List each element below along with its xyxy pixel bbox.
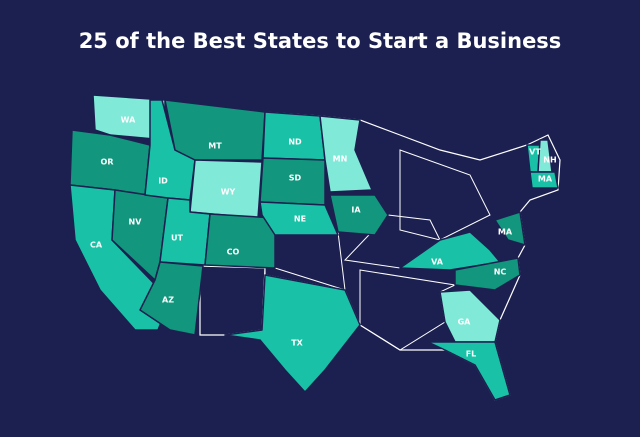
state-label: TX [291, 339, 303, 348]
state-nd [262, 111, 326, 161]
state-label: NH [543, 156, 556, 165]
state-label: SD [289, 174, 302, 183]
state-label: NE [294, 215, 306, 224]
states [69, 94, 559, 401]
state-va [399, 231, 501, 271]
state-label: MN [333, 155, 348, 164]
state-labels: WA OR ID MT ND SD MN WY NE IA NV UT CO C… [90, 116, 557, 359]
state-mn [319, 115, 373, 193]
state-label: ND [288, 138, 302, 147]
state-label: IA [351, 206, 361, 215]
state-label: ID [158, 177, 168, 186]
state-label: CO [227, 248, 240, 257]
state-label: VT [529, 148, 541, 157]
state-mt [164, 99, 266, 161]
state-tx [224, 274, 361, 393]
title: 25 of the Best States to Start a Busines… [79, 29, 562, 53]
state-ne [259, 201, 339, 236]
state-label: NC [494, 268, 507, 277]
state-label: MA [498, 228, 513, 237]
state-az [139, 261, 204, 336]
state-label: VA [431, 258, 444, 267]
state-label: OR [101, 158, 114, 167]
state-label: MT [208, 142, 222, 151]
state-wa [92, 94, 166, 141]
state-ma [529, 171, 559, 189]
state-ia [329, 194, 389, 236]
state-nc [454, 257, 521, 291]
state-label: GA [458, 318, 472, 327]
state-label: WY [221, 188, 236, 197]
state-label: NV [129, 218, 143, 227]
state-co [204, 213, 276, 269]
state-label: WA [121, 116, 136, 125]
state-label: CA [90, 241, 103, 250]
state-label: UT [171, 234, 183, 243]
state-label: MA [538, 175, 553, 184]
state-label: FL [466, 350, 477, 359]
state-md [494, 211, 526, 246]
state-label: AZ [162, 296, 174, 305]
state-fl [427, 341, 511, 401]
